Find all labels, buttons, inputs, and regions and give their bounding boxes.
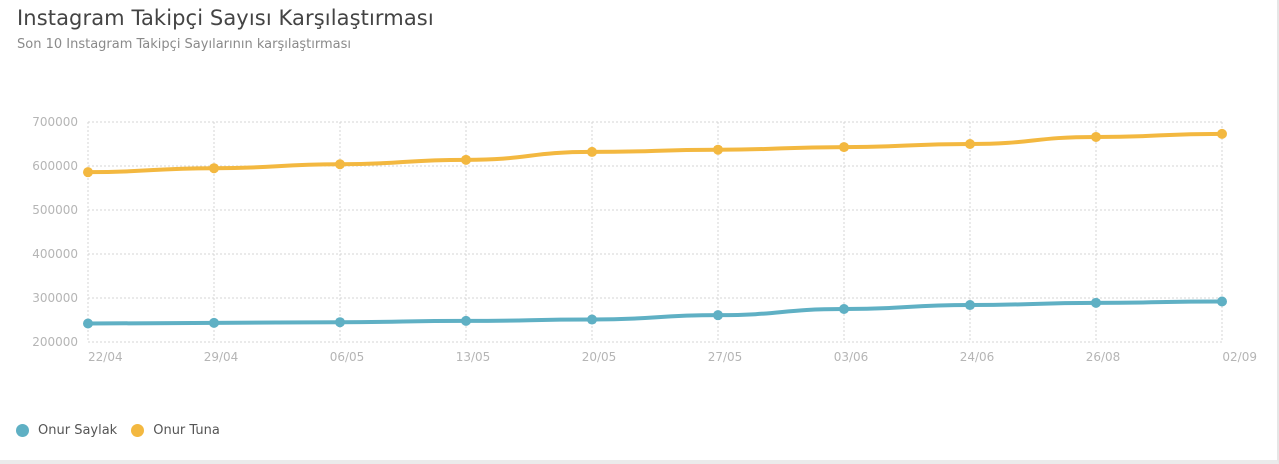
y-tick-label: 700000 <box>32 115 78 129</box>
x-tick-label: 20/05 <box>582 350 617 364</box>
data-point <box>965 300 975 311</box>
y-tick-label: 300000 <box>32 291 78 305</box>
data-point <box>713 310 723 321</box>
legend-color-dot <box>16 424 29 437</box>
x-tick-label: 06/05 <box>330 350 365 364</box>
data-point <box>1217 296 1227 307</box>
data-point <box>1091 297 1101 308</box>
x-tick-label: 24/06 <box>960 350 995 364</box>
data-point <box>461 154 471 165</box>
data-point <box>587 146 597 157</box>
y-tick-label: 200000 <box>32 335 78 349</box>
data-point <box>335 159 345 170</box>
y-tick-label: 400000 <box>32 247 78 261</box>
x-tick-label: 29/04 <box>204 350 239 364</box>
data-point <box>209 163 219 174</box>
series-line <box>86 299 1224 326</box>
line-chart: 700000 600000 500000 400000 300000 200000 22/0… <box>32 115 1257 364</box>
series-line <box>86 131 1224 175</box>
y-tick-label: 500000 <box>32 203 78 217</box>
chart-legend: Onur Saylak Onur Tuna <box>16 423 234 438</box>
x-tick-label: 13/05 <box>456 350 491 364</box>
data-point <box>83 318 93 329</box>
chart-subtitle: Son 10 Instagram Takipçi Sayılarının kar… <box>17 37 352 52</box>
legend-item-onur-saylak[interactable]: Onur Saylak <box>16 423 117 438</box>
data-point <box>965 139 975 149</box>
x-tick-label: 22/04 <box>88 350 123 364</box>
data-point <box>1091 131 1101 142</box>
data-point <box>335 317 345 328</box>
x-tick-label: 03/06 <box>834 350 869 364</box>
data-point <box>587 314 597 325</box>
data-point <box>839 142 849 153</box>
legend-label: Onur Saylak <box>38 423 118 438</box>
data-point <box>1217 128 1227 139</box>
data-point <box>713 144 723 155</box>
x-tick-label: 26/08 <box>1086 350 1121 364</box>
legend-label: Onur Tuna <box>153 423 220 438</box>
legend-color-dot <box>131 424 145 437</box>
chart-title: Instagram Takipçi Sayısı Karşılaştırması <box>17 6 434 30</box>
data-point <box>83 167 93 178</box>
data-point <box>839 304 849 314</box>
y-tick-label: 600000 <box>32 159 78 173</box>
legend-item-onur-tuna[interactable]: Onur Tuna <box>131 423 220 438</box>
data-point <box>461 315 471 326</box>
x-tick-label: 02/09 <box>1222 350 1257 364</box>
x-tick-label: 27/05 <box>708 350 743 364</box>
data-point <box>209 317 219 328</box>
